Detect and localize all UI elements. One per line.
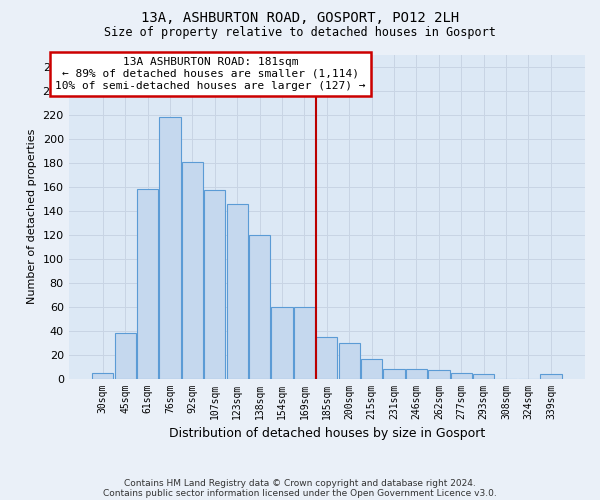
Bar bbox=[137, 189, 158, 378]
Bar bbox=[428, 370, 449, 378]
Text: Contains HM Land Registry data © Crown copyright and database right 2024.: Contains HM Land Registry data © Crown c… bbox=[124, 478, 476, 488]
Text: 13A ASHBURTON ROAD: 181sqm
← 89% of detached houses are smaller (1,114)
10% of s: 13A ASHBURTON ROAD: 181sqm ← 89% of deta… bbox=[55, 58, 365, 90]
Bar bbox=[338, 342, 360, 378]
Bar bbox=[406, 369, 427, 378]
Bar bbox=[473, 374, 494, 378]
Text: 13A, ASHBURTON ROAD, GOSPORT, PO12 2LH: 13A, ASHBURTON ROAD, GOSPORT, PO12 2LH bbox=[141, 11, 459, 25]
Bar bbox=[160, 118, 181, 378]
Bar bbox=[540, 374, 562, 378]
X-axis label: Distribution of detached houses by size in Gosport: Distribution of detached houses by size … bbox=[169, 427, 485, 440]
Bar bbox=[249, 235, 270, 378]
Bar bbox=[92, 372, 113, 378]
Bar bbox=[383, 369, 404, 378]
Bar bbox=[227, 204, 248, 378]
Bar bbox=[294, 306, 315, 378]
Bar bbox=[182, 162, 203, 378]
Text: Contains public sector information licensed under the Open Government Licence v3: Contains public sector information licen… bbox=[103, 488, 497, 498]
Y-axis label: Number of detached properties: Number of detached properties bbox=[27, 129, 37, 304]
Text: Size of property relative to detached houses in Gosport: Size of property relative to detached ho… bbox=[104, 26, 496, 39]
Bar bbox=[271, 306, 293, 378]
Bar bbox=[204, 190, 226, 378]
Bar bbox=[115, 333, 136, 378]
Bar bbox=[361, 360, 382, 378]
Bar bbox=[316, 336, 337, 378]
Bar bbox=[451, 372, 472, 378]
